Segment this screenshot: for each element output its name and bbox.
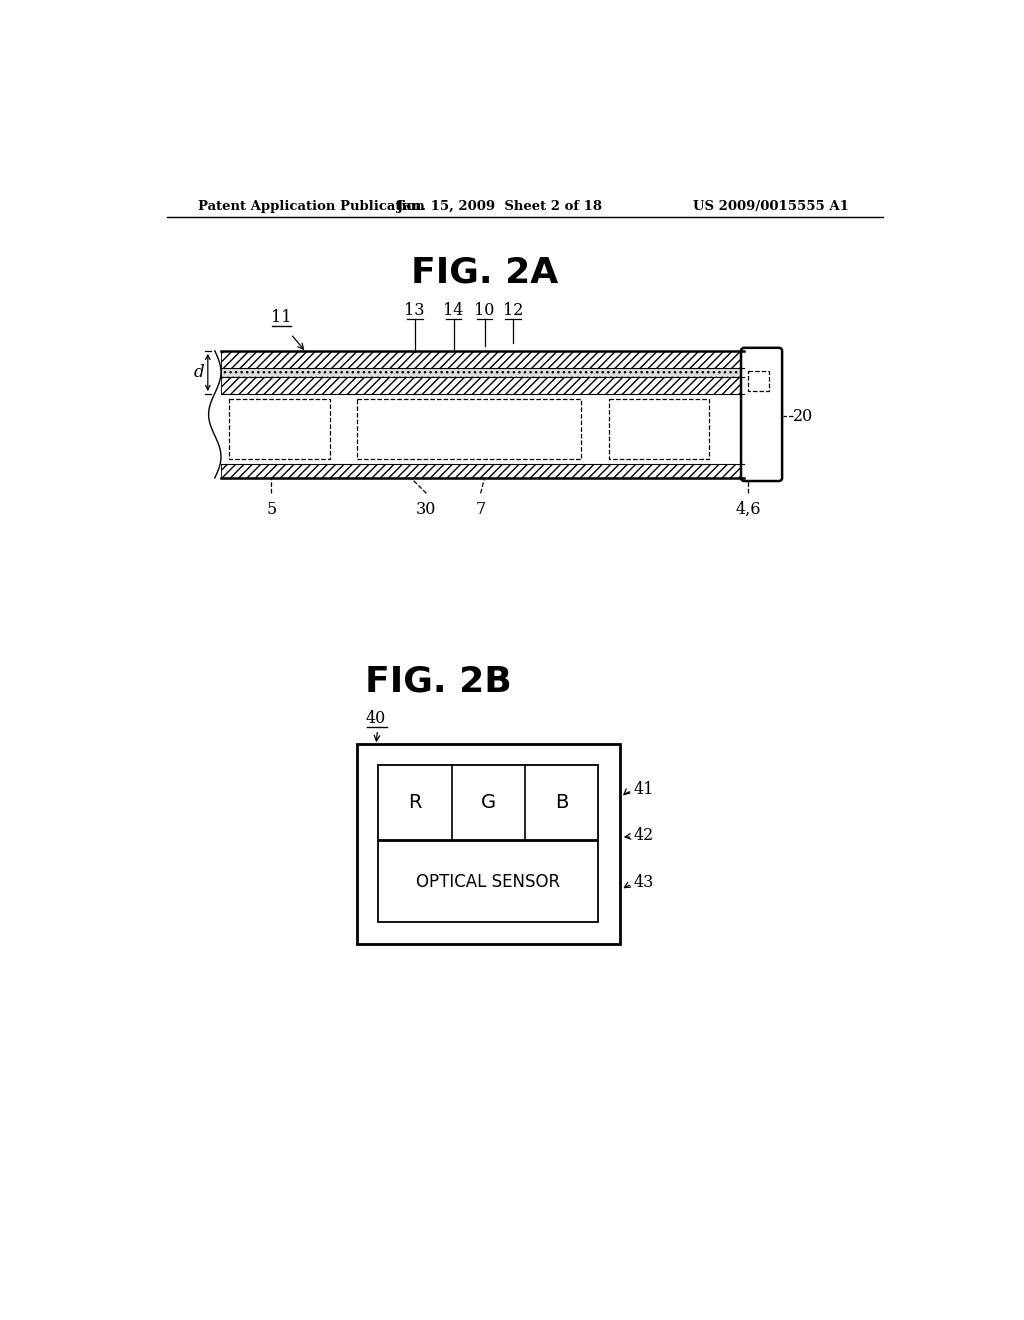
- Text: US 2009/0015555 A1: US 2009/0015555 A1: [693, 199, 849, 213]
- Text: 7: 7: [475, 502, 485, 517]
- Text: FIG. 2B: FIG. 2B: [365, 665, 511, 700]
- Text: 30: 30: [416, 502, 436, 517]
- Text: 40: 40: [366, 710, 386, 726]
- Text: 12: 12: [503, 301, 523, 318]
- Text: d: d: [194, 364, 204, 381]
- Text: G: G: [481, 793, 496, 812]
- Text: 10: 10: [474, 301, 495, 318]
- FancyBboxPatch shape: [741, 348, 782, 480]
- Bar: [221, 351, 744, 368]
- Text: 43: 43: [633, 874, 653, 891]
- Text: Jan. 15, 2009  Sheet 2 of 18: Jan. 15, 2009 Sheet 2 of 18: [397, 199, 602, 213]
- Bar: [356, 399, 582, 459]
- Bar: [221, 378, 744, 393]
- Text: 5: 5: [266, 502, 276, 517]
- Text: 4,6: 4,6: [735, 502, 761, 517]
- Bar: [378, 766, 598, 840]
- Bar: [378, 841, 598, 923]
- Text: 14: 14: [443, 301, 464, 318]
- Bar: [608, 399, 710, 459]
- Text: FIG. 2A: FIG. 2A: [411, 255, 558, 289]
- Text: B: B: [555, 793, 568, 812]
- Text: 20: 20: [793, 408, 813, 425]
- Text: 11: 11: [271, 309, 292, 326]
- Text: OPTICAL SENSOR: OPTICAL SENSOR: [417, 873, 560, 891]
- Text: 41: 41: [633, 781, 653, 799]
- Bar: [228, 399, 330, 459]
- Text: 42: 42: [633, 828, 653, 845]
- Text: R: R: [409, 793, 422, 812]
- Bar: [356, 743, 621, 944]
- Text: 13: 13: [404, 301, 425, 318]
- Text: Patent Application Publication: Patent Application Publication: [198, 199, 425, 213]
- Bar: [748, 371, 769, 391]
- Bar: [221, 368, 744, 378]
- Bar: [221, 465, 744, 478]
